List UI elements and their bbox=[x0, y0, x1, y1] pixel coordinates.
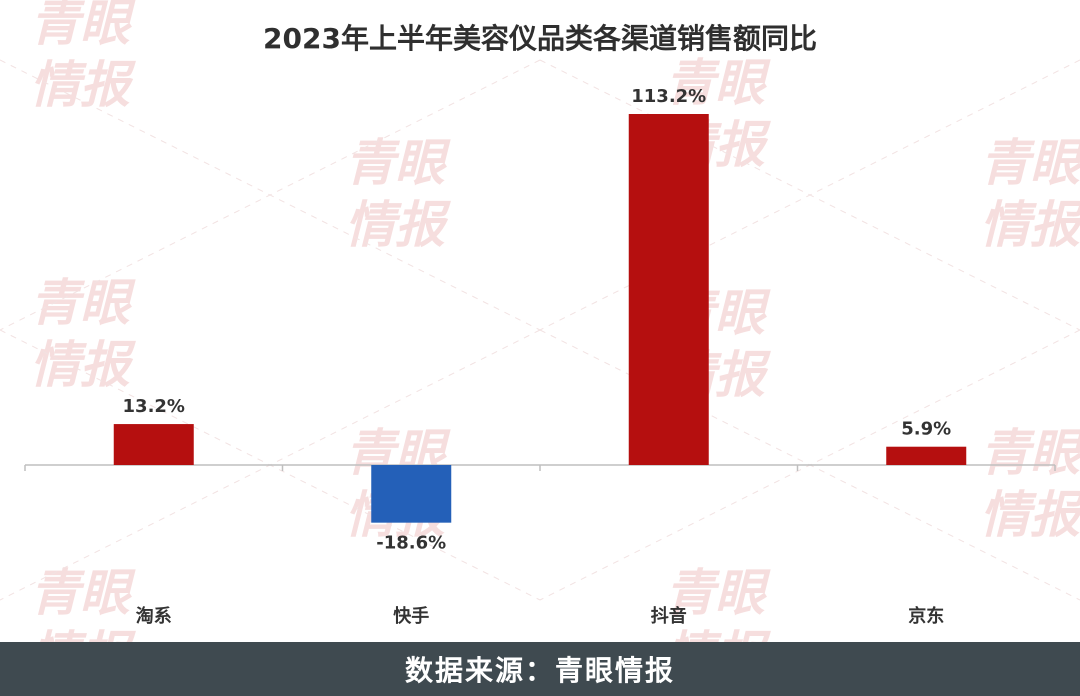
watermark: 青眼情报 bbox=[980, 424, 1080, 544]
watermark: 青眼情报 bbox=[345, 134, 451, 254]
svg-text:青眼: 青眼 bbox=[665, 54, 771, 112]
watermark: 青眼情报 bbox=[30, 0, 136, 114]
x-tick-label: 京东 bbox=[908, 605, 944, 627]
watermark: 青眼情报 bbox=[980, 134, 1080, 254]
svg-text:青眼: 青眼 bbox=[345, 134, 451, 192]
bar-抖音 bbox=[628, 114, 709, 465]
svg-text:青眼: 青眼 bbox=[980, 134, 1080, 192]
x-tick-label: 快手 bbox=[393, 605, 429, 627]
x-tick-label: 淘系 bbox=[136, 605, 172, 627]
watermark-line bbox=[0, 59, 541, 331]
source-text: 数据来源：青眼情报 bbox=[404, 654, 675, 687]
svg-text:情报: 情报 bbox=[980, 486, 1080, 544]
svg-text:青眼: 青眼 bbox=[30, 0, 136, 52]
svg-text:青眼: 青眼 bbox=[30, 274, 136, 332]
data-label: 5.9% bbox=[901, 419, 951, 440]
plot-layer: 13.2% 淘系 -18.6% 快手 113.2% 抖音 5.9% 京东 bbox=[24, 86, 1056, 627]
data-label: -18.6% bbox=[376, 533, 446, 554]
svg-text:情报: 情报 bbox=[30, 626, 136, 642]
bar-chart: 青眼情报青眼情报青眼情报青眼情报青眼情报青眼情报青眼情报青眼情报青眼情报青眼情报… bbox=[0, 0, 1080, 642]
watermark: 青眼情报 bbox=[30, 274, 136, 394]
watermark: 青眼情报 bbox=[30, 564, 136, 642]
svg-text:情报: 情报 bbox=[665, 626, 771, 642]
data-label: 113.2% bbox=[631, 86, 706, 107]
x-tick-label: 抖音 bbox=[651, 605, 687, 627]
svg-text:情报: 情报 bbox=[980, 196, 1080, 254]
watermark-layer: 青眼情报青眼情报青眼情报青眼情报青眼情报青眼情报青眼情报青眼情报青眼情报青眼情报 bbox=[0, 0, 1080, 642]
svg-text:情报: 情报 bbox=[345, 196, 451, 254]
bar-淘系 bbox=[113, 424, 194, 465]
bar-快手 bbox=[371, 465, 452, 523]
source-footer: 数据来源：青眼情报 bbox=[0, 642, 1080, 696]
bar-京东 bbox=[886, 446, 967, 465]
data-label: 13.2% bbox=[123, 396, 185, 417]
chart-area: 青眼情报青眼情报青眼情报青眼情报青眼情报青眼情报青眼情报青眼情报青眼情报青眼情报… bbox=[0, 0, 1080, 642]
svg-text:青眼: 青眼 bbox=[30, 564, 136, 622]
watermark: 青眼情报 bbox=[665, 564, 771, 642]
chart-title: 2023年上半年美容仪品类各渠道销售额同比 bbox=[263, 22, 817, 55]
svg-text:青眼: 青眼 bbox=[665, 564, 771, 622]
svg-text:情报: 情报 bbox=[30, 336, 136, 394]
svg-text:青眼: 青眼 bbox=[980, 424, 1080, 482]
watermark-line bbox=[539, 59, 1080, 331]
svg-text:情报: 情报 bbox=[30, 56, 136, 114]
